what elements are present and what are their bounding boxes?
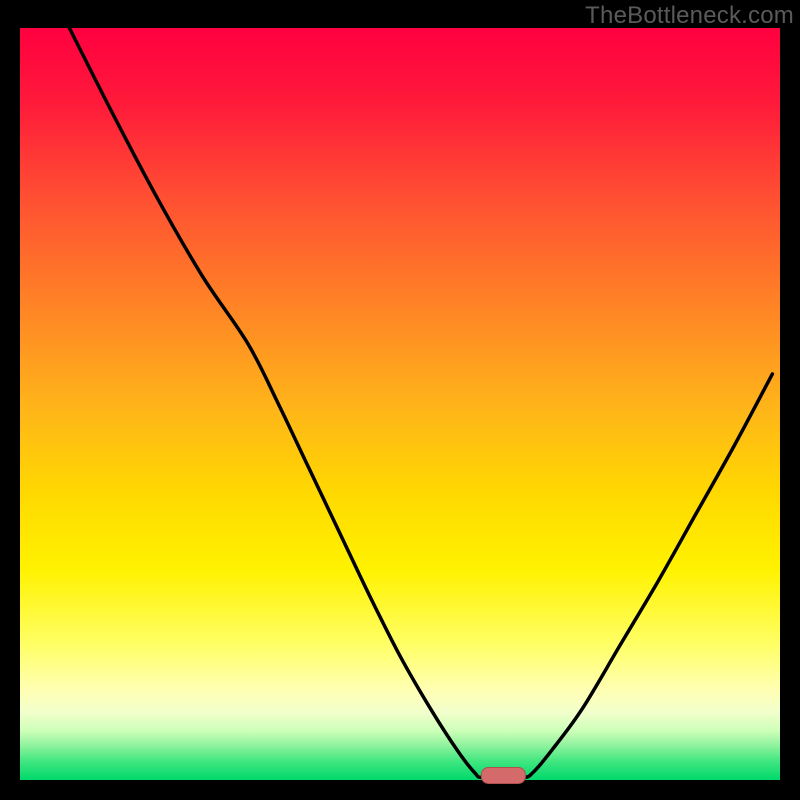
minimum-marker [481, 767, 525, 783]
gradient-background [20, 28, 780, 780]
chart-root: TheBottleneck.com [0, 0, 800, 800]
watermark-text: TheBottleneck.com [585, 2, 794, 30]
bottleneck-chart [0, 0, 800, 800]
